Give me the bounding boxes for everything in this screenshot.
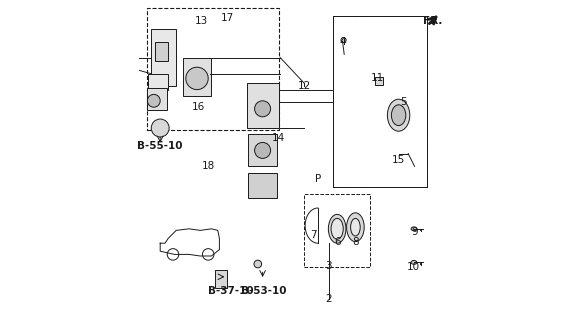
Bar <box>375 77 383 85</box>
Text: B-53-10: B-53-10 <box>241 286 287 296</box>
Text: 18: 18 <box>202 161 215 172</box>
Text: 11: 11 <box>371 73 384 84</box>
Ellipse shape <box>346 213 364 242</box>
Ellipse shape <box>411 260 417 264</box>
Text: 6: 6 <box>334 236 340 247</box>
Bar <box>304 194 370 267</box>
Text: 14: 14 <box>272 132 285 143</box>
Bar <box>148 74 168 90</box>
Text: 9: 9 <box>411 227 418 237</box>
Text: 5: 5 <box>400 97 407 108</box>
Text: 13: 13 <box>195 16 209 26</box>
Ellipse shape <box>387 99 410 131</box>
Text: 7: 7 <box>311 230 317 240</box>
Circle shape <box>186 67 208 90</box>
Text: 2: 2 <box>326 294 332 304</box>
Text: P: P <box>315 174 321 184</box>
Text: 4: 4 <box>339 36 346 47</box>
Bar <box>214 270 227 288</box>
Text: 10: 10 <box>407 262 420 272</box>
Bar <box>151 29 176 86</box>
Circle shape <box>254 142 271 158</box>
Circle shape <box>341 37 346 43</box>
Text: B-55-10: B-55-10 <box>138 140 183 151</box>
Bar <box>155 42 168 61</box>
Circle shape <box>254 101 271 117</box>
Text: 8: 8 <box>352 236 359 247</box>
Bar <box>148 88 166 110</box>
Text: B-37-10: B-37-10 <box>208 286 253 296</box>
Text: 15: 15 <box>392 155 406 165</box>
Ellipse shape <box>331 219 343 239</box>
Text: 12: 12 <box>298 81 311 92</box>
Bar <box>333 16 427 187</box>
Ellipse shape <box>411 227 417 231</box>
Text: 3: 3 <box>326 260 332 271</box>
Circle shape <box>151 119 169 137</box>
Circle shape <box>148 94 160 107</box>
Ellipse shape <box>350 219 360 236</box>
Bar <box>248 173 277 198</box>
Bar <box>247 83 278 128</box>
Circle shape <box>254 260 261 268</box>
Ellipse shape <box>328 214 346 243</box>
Ellipse shape <box>391 105 406 126</box>
Bar <box>248 134 277 166</box>
Bar <box>183 58 212 96</box>
Text: 16: 16 <box>192 102 205 112</box>
Text: FR.: FR. <box>423 16 442 26</box>
Bar <box>148 8 278 130</box>
Text: 17: 17 <box>221 12 234 23</box>
